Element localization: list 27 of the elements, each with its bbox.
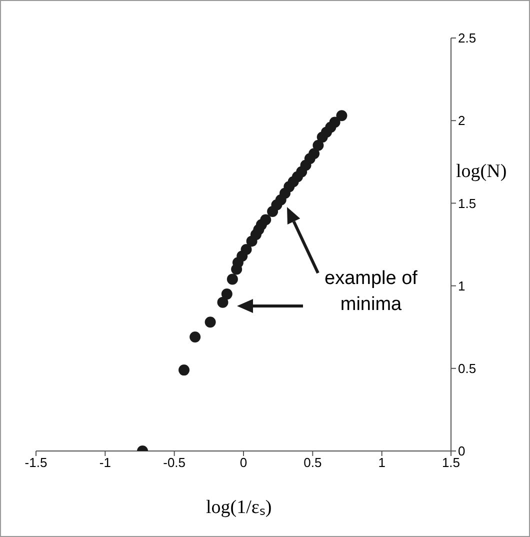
point	[312, 140, 324, 151]
point	[260, 214, 272, 226]
x-tick-label: 1	[378, 455, 386, 470]
x-tick-label: 0	[240, 455, 248, 470]
y-tick-label: 2.5	[458, 30, 476, 46]
x-tick-label: -1.5	[24, 455, 48, 470]
point	[329, 116, 340, 128]
x-tick-label: -1	[99, 455, 111, 470]
x-tick-label: 0.5	[304, 455, 322, 470]
x-tick-label: -0.5	[163, 455, 186, 470]
annotation: example of minima	[324, 267, 418, 317]
point	[308, 148, 320, 160]
point	[240, 244, 252, 255]
y-tick-label: 0.5	[458, 361, 476, 376]
point	[190, 332, 201, 343]
point	[217, 296, 228, 308]
x-axis-title: log(1/εₛ)	[206, 496, 272, 519]
y-tick-label: 1	[458, 278, 466, 294]
y-tick-label: 2	[458, 113, 466, 128]
y-tick-label: 1.5	[458, 196, 476, 211]
point	[336, 110, 348, 122]
point	[221, 288, 232, 300]
point	[178, 364, 190, 376]
y-axis-title: log(N)	[456, 161, 507, 183]
point	[226, 274, 238, 285]
point	[204, 316, 216, 328]
y-tick-label: 0	[458, 444, 466, 459]
